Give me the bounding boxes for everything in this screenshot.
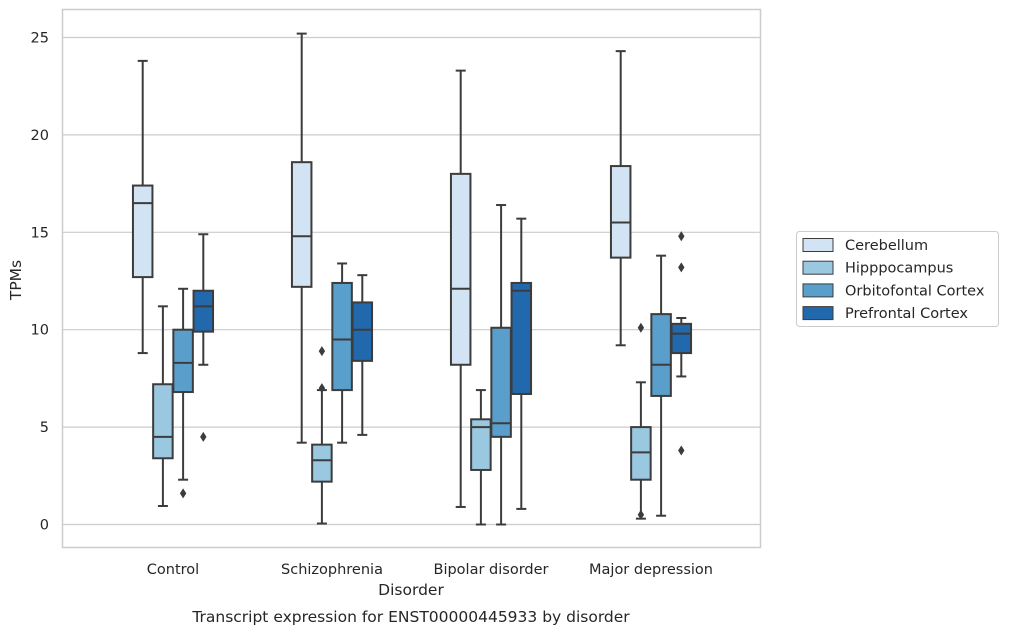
legend-entries: Cerebellum Hipppocampus Orbitofontal Corte…: [802, 238, 985, 322]
y-tick-label-0: 0: [40, 518, 49, 534]
y-tick-label-10: 10: [31, 323, 49, 339]
x-tick-label-4: Major depression: [589, 562, 713, 578]
iqr-box: [449, 172, 472, 366]
box-1-4: [609, 50, 632, 347]
y-tick-label-5: 5: [40, 420, 49, 436]
legend-entry-3: Orbitofontal Cortex: [802, 283, 985, 299]
box-3-4: [650, 254, 672, 517]
legend-entry-1: Cerebellum: [802, 238, 928, 254]
outlier-point-1: [200, 431, 207, 442]
iqr-box: [290, 161, 313, 288]
box-2-1: [152, 305, 174, 507]
outlier-point-1: [637, 509, 645, 520]
x-tick-label-3: Bipolar disorder: [434, 562, 549, 578]
legend-frame: [796, 231, 999, 327]
box-1-3: [449, 69, 472, 508]
box-4-2: [351, 274, 374, 436]
x-tick-labels: Control Schizophrenia Bipolar disorder Majo…: [147, 562, 713, 578]
outlier-point-3: [678, 445, 685, 456]
outlier-point-1: [318, 346, 326, 357]
iqr-box: [311, 443, 333, 483]
y-tick-label-20: 20: [31, 128, 49, 144]
iqr-box: [172, 328, 194, 394]
series-2: [152, 305, 652, 526]
y-tick-label-25: 25: [31, 31, 49, 47]
iqr-box: [609, 165, 632, 259]
legend-entry-4: Prefrontal Cortex: [802, 306, 968, 322]
iqr-box: [192, 289, 215, 333]
iqr-box: [152, 383, 174, 460]
legend-label: Hipppocampus: [845, 261, 953, 277]
iqr-box: [351, 301, 374, 362]
box-4-1: [192, 233, 215, 442]
legend-swatch: [802, 283, 834, 298]
legend-entry-2: Hipppocampus: [802, 260, 953, 277]
outlier-point-2: [637, 322, 645, 333]
box-1-2: [290, 32, 313, 444]
iqr-box: [490, 326, 512, 438]
legend-swatch: [802, 238, 834, 252]
y-tick-labels: 0 5 10 15 20 25: [31, 31, 49, 534]
iqr-box: [470, 418, 492, 471]
box-4-4: [670, 231, 693, 456]
legend-swatch: [802, 306, 834, 321]
iqr-box: [331, 281, 353, 392]
iqr-box: [131, 184, 154, 279]
x-tick-label-2: Schizophrenia: [281, 562, 383, 578]
series-3: [172, 204, 672, 526]
box-2-4: [630, 322, 652, 520]
legend-label: Cerebellum: [845, 238, 928, 254]
box-3-1: [172, 287, 194, 499]
iqr-box: [510, 281, 533, 395]
outlier-point-2: [678, 262, 685, 273]
series-4: [192, 217, 693, 510]
box-3-2: [331, 262, 353, 444]
box-1-1: [131, 59, 154, 355]
legend-label: Prefrontal Cortex: [845, 306, 968, 322]
box-2-2: [311, 346, 333, 525]
outlier-point-1: [179, 488, 187, 499]
iqr-box: [650, 313, 672, 397]
chart-caption: Transcript expression for ENST0000044593…: [191, 608, 630, 626]
iqr-box: [670, 322, 693, 355]
legend-label: Orbitofontal Cortex: [845, 283, 985, 299]
y-tick-label-15: 15: [31, 225, 49, 241]
legend: Cerebellum Hipppocampus Orbitofontal Corte…: [796, 231, 999, 327]
x-axis-title: Disorder: [378, 581, 444, 599]
series-1: [131, 32, 632, 508]
box-4-3: [510, 217, 533, 510]
plot-area: [61, 8, 762, 549]
outlier-point-2: [318, 383, 326, 394]
x-tick-label-1: Control: [147, 562, 199, 578]
y-axis-title: TPMs: [7, 260, 25, 301]
outlier-point-1: [678, 231, 685, 242]
box-series: [131, 32, 693, 526]
legend-swatch: [802, 260, 834, 275]
box-2-3: [470, 389, 492, 526]
